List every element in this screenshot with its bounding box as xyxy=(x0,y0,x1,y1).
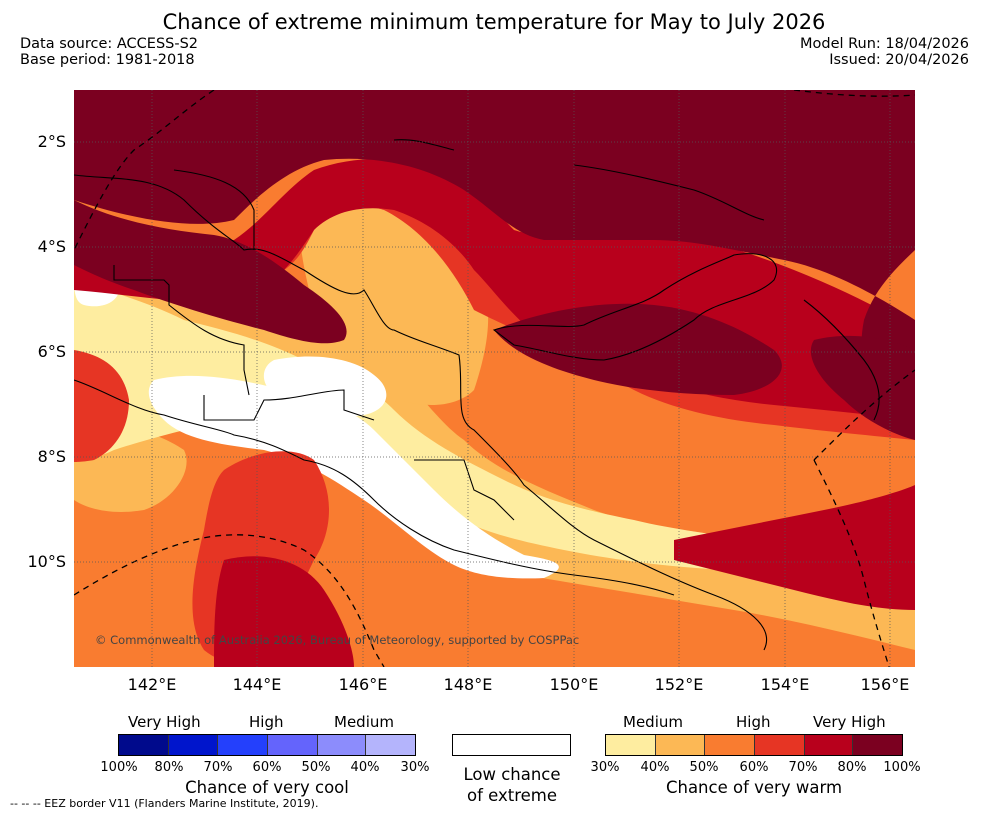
lat-label: 2°S xyxy=(37,132,66,151)
cool-tick: 50% xyxy=(301,760,331,775)
cool-tick: 100% xyxy=(100,760,138,775)
zone-70-80-se xyxy=(674,485,915,610)
warm-swatch xyxy=(705,735,756,755)
zone-80-100-north xyxy=(74,90,915,440)
base-period: Base period: 1981-2018 xyxy=(20,52,195,68)
lat-label: 8°S xyxy=(37,447,66,466)
cool-label-medium: Medium xyxy=(334,713,394,731)
warm-tick: 30% xyxy=(590,760,620,775)
cool-swatch xyxy=(317,735,367,755)
header-left: Data source: ACCESS-S2 Base period: 1981… xyxy=(20,36,198,68)
lat-label: 4°S xyxy=(37,237,66,256)
cool-tick: 30% xyxy=(400,760,430,775)
lon-label: 142°E xyxy=(127,675,177,694)
coastlines xyxy=(74,139,880,651)
zone-60-70-west xyxy=(74,350,129,462)
warm-caption: Chance of very warm xyxy=(665,778,843,797)
cool-swatch xyxy=(268,735,318,755)
warm-colorbar xyxy=(605,734,903,756)
lon-label: 144°E xyxy=(232,675,282,694)
lon-label: 150°E xyxy=(549,675,599,694)
model-run: Model Run: 18/04/2026 xyxy=(799,36,969,52)
low-chance-swatch xyxy=(452,734,571,756)
cool-caption: Chance of very cool xyxy=(185,778,349,797)
warm-tick: 70% xyxy=(788,760,818,775)
warm-tick: 60% xyxy=(739,760,769,775)
lon-label: 156°E xyxy=(860,675,910,694)
warm-tick: 40% xyxy=(640,760,670,775)
lon-label: 152°E xyxy=(654,675,704,694)
copyright-note: © Commonwealth of Australia 2026, Bureau… xyxy=(95,633,580,647)
cool-swatch xyxy=(119,735,169,755)
warm-tick: 80% xyxy=(837,760,867,775)
warm-swatch xyxy=(655,735,706,755)
cool-tick: 70% xyxy=(203,760,233,775)
zone-70-80-south xyxy=(214,556,354,667)
low-caption-line2: of extreme xyxy=(466,786,558,805)
warm-swatch xyxy=(606,735,656,755)
zone-80-100-east xyxy=(810,335,915,440)
lat-label: 6°S xyxy=(37,342,66,361)
cool-label-high: High xyxy=(249,713,284,731)
eez-note: -- -- -- EEZ border V11 (Flanders Marine… xyxy=(10,797,319,810)
warm-swatch xyxy=(804,735,854,755)
lon-label: 154°E xyxy=(760,675,810,694)
warm-label-medium: Medium xyxy=(623,713,683,731)
warm-tick: 50% xyxy=(689,760,719,775)
warm-swatch xyxy=(853,735,903,755)
low-caption: Low chance of extreme xyxy=(432,764,592,806)
cool-colorbar xyxy=(118,734,416,756)
data-source: Data source: ACCESS-S2 xyxy=(20,36,199,52)
cool-label-very-high: Very High xyxy=(128,713,201,731)
map-panel[interactable] xyxy=(74,90,915,667)
warm-swatch xyxy=(755,735,805,755)
cool-tick: 80% xyxy=(154,760,184,775)
lon-label: 148°E xyxy=(443,675,493,694)
warm-tick: 100% xyxy=(883,760,921,775)
cool-swatch xyxy=(218,735,269,755)
zone-30-40 xyxy=(74,280,782,570)
cool-swatch xyxy=(366,735,416,755)
cool-tick: 40% xyxy=(350,760,380,775)
zone-80-100-highlands xyxy=(74,200,347,344)
lat-label: 10°S xyxy=(27,552,66,571)
warm-label-very-high: Very High xyxy=(813,713,886,731)
header-right: Model Run: 18/04/2026 Issued: 20/04/2026 xyxy=(800,36,969,68)
lon-label: 146°E xyxy=(338,675,388,694)
cool-swatch xyxy=(168,735,219,755)
zone-low-chance-central xyxy=(148,375,559,579)
map-title: Chance of extreme minimum temperature fo… xyxy=(162,10,826,34)
graticule xyxy=(74,90,915,667)
issued-date: Issued: 20/04/2026 xyxy=(829,52,969,68)
forecast-map xyxy=(74,90,915,667)
cool-tick: 60% xyxy=(252,760,282,775)
zone-low-chance-mid xyxy=(263,356,387,417)
low-caption-line1: Low chance xyxy=(463,765,561,784)
warm-label-high: High xyxy=(736,713,771,731)
